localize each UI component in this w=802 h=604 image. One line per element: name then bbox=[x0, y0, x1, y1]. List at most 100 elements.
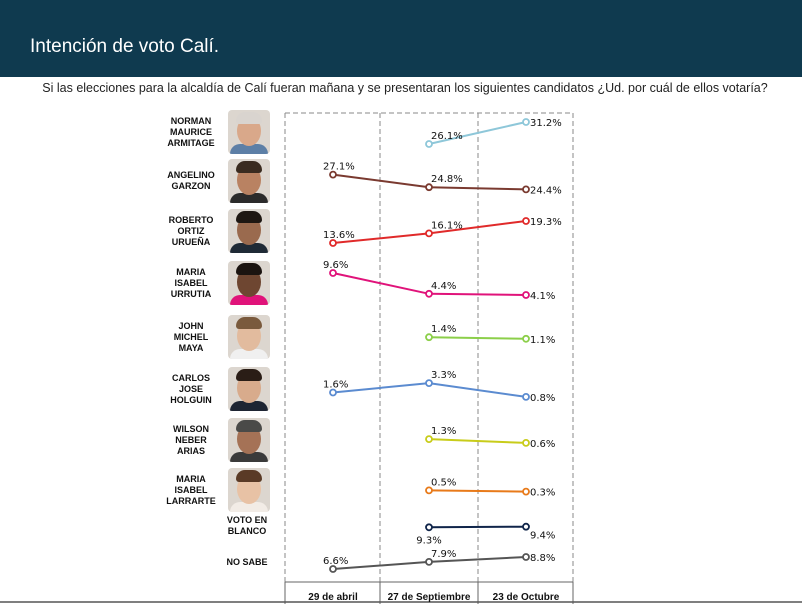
data-point-carlos-jose-holguin-0 bbox=[329, 388, 337, 397]
candidate-photo-roberto-ortiz-urue-a bbox=[228, 209, 270, 253]
photo-part bbox=[230, 295, 268, 305]
candidate-name-line: LARRARTE bbox=[166, 495, 216, 506]
data-label-roberto-ortiz-urue-a-0: 13.6% bbox=[323, 230, 355, 241]
data-point-roberto-ortiz-urue-a-0 bbox=[329, 239, 337, 247]
data-label-maria-isabel-larrarte-2: 0.3% bbox=[530, 488, 555, 499]
series-line-john-michel-maya bbox=[428, 336, 527, 340]
candidate-name-line: URUEÑA bbox=[171, 236, 211, 247]
data-point-angelino-garzon-1 bbox=[425, 183, 433, 192]
chart-frame bbox=[0, 112, 802, 604]
photo-part bbox=[230, 144, 268, 154]
data-point-no-sabe-0 bbox=[329, 565, 337, 573]
page-title: Intención de voto Calí. bbox=[30, 36, 220, 57]
data-point-voto-en-blanco-1 bbox=[425, 523, 433, 532]
series-john-michel-maya: 1.4% 1.1% bbox=[425, 324, 555, 346]
data-point-angelino-garzon-2 bbox=[522, 185, 530, 194]
data-point-maria-isabel-larrarte-2 bbox=[522, 487, 530, 496]
candidate-name-line: MARIA bbox=[176, 473, 206, 484]
photo-part bbox=[230, 349, 268, 359]
candidate-name-line: URRUTIA bbox=[170, 288, 212, 299]
series-lines: 26.1% 31.2% 27.1% 24.8% 24.4% 13.6% 16.1% 19.3%… bbox=[323, 118, 562, 573]
data-point-carlos-jose-holguin-2 bbox=[522, 392, 530, 401]
candidate-label-maria-isabel-urrutia: MARIA ISABEL URRUTIA bbox=[151, 267, 231, 300]
candidate-name-line: ARMITAGE bbox=[167, 137, 215, 148]
photo-part bbox=[230, 401, 268, 411]
header-bar: Intención de voto Calí. bbox=[0, 0, 802, 77]
photo-part bbox=[230, 243, 268, 253]
candidate-name-line: JOHN bbox=[178, 320, 204, 331]
candidate-photo-maria-isabel-urrutia bbox=[228, 261, 270, 305]
data-label-norman-maurice-armitage-1: 26.1% bbox=[431, 131, 463, 142]
data-label-angelino-garzon-2: 24.4% bbox=[530, 185, 562, 196]
candidate-name-line: GARZON bbox=[171, 181, 211, 191]
candidate-name-line: ISABEL bbox=[174, 277, 208, 288]
series-angelino-garzon: 27.1% 24.8% 24.4% bbox=[323, 162, 562, 197]
candidate-label-wilson-neber-arias: WILSON NEBER ARIAS bbox=[151, 424, 231, 457]
data-label-no-sabe-0: 6.6% bbox=[323, 556, 348, 567]
data-label-carlos-jose-holguin-2: 0.8% bbox=[530, 393, 555, 404]
candidate-photo-wilson-neber-arias bbox=[228, 418, 270, 462]
data-label-roberto-ortiz-urue-a-2: 19.3% bbox=[530, 217, 562, 228]
data-point-norman-maurice-armitage-2 bbox=[522, 118, 530, 126]
chart-subtitle: Si las elecciones para la alcaldía de Ca… bbox=[42, 81, 768, 95]
data-label-voto-en-blanco-1: 9.3% bbox=[416, 535, 441, 546]
candidate-name-line: HOLGUIN bbox=[170, 394, 212, 405]
series-wilson-neber-arias: 1.3% 0.6% bbox=[425, 426, 555, 450]
candidate-name-line: ARIAS bbox=[176, 445, 205, 456]
candidate-label-maria-isabel-larrarte: MARIA ISABEL LARRARTE bbox=[151, 474, 231, 507]
data-label-carlos-jose-holguin-1: 3.3% bbox=[431, 370, 456, 381]
data-label-john-michel-maya-2: 1.1% bbox=[530, 335, 555, 346]
candidate-photo-angelino-garzon bbox=[228, 159, 270, 203]
candidate-name-line: NORMAN bbox=[170, 115, 212, 126]
series-line-voto-en-blanco bbox=[428, 525, 527, 529]
series-carlos-jose-holguin: 1.6% 3.3% 0.8% bbox=[323, 370, 555, 404]
photo-part bbox=[230, 452, 268, 462]
series-roberto-ortiz-urue-a: 13.6% 16.1% 19.3% bbox=[323, 217, 562, 247]
data-label-maria-isabel-larrarte-1: 0.5% bbox=[431, 477, 456, 488]
series-no-sabe: 6.6% 7.9% 8.8% bbox=[323, 549, 555, 573]
photo-part bbox=[236, 420, 262, 432]
candidate-label-roberto-ortiz-urue-a: ROBERTO ORTIZ URUEÑA bbox=[151, 215, 231, 248]
candidate-name-line: JOSE bbox=[178, 383, 203, 394]
candidate-label-voto-en-blanco: VOTO EN BLANCO bbox=[207, 515, 287, 537]
candidate-photo-maria-isabel-larrarte bbox=[228, 468, 270, 512]
candidate-name-line: BLANCO bbox=[227, 526, 267, 536]
candidate-name-line: MICHEL bbox=[173, 331, 209, 342]
data-point-john-michel-maya-1 bbox=[425, 333, 433, 342]
candidate-name-line: MAYA bbox=[178, 342, 204, 353]
data-point-angelino-garzon-0 bbox=[329, 170, 337, 179]
candidate-label-carlos-jose-holguin: CARLOS JOSE HOLGUIN bbox=[151, 373, 231, 406]
candidate-name-line: ROBERTO bbox=[168, 214, 214, 225]
photo-part bbox=[236, 470, 262, 482]
data-point-maria-isabel-urrutia-1 bbox=[425, 289, 433, 298]
series-maria-isabel-urrutia: 9.6% 4.4% 4.1% bbox=[323, 260, 555, 302]
data-point-wilson-neber-arias-1 bbox=[425, 435, 433, 444]
data-point-no-sabe-2 bbox=[522, 553, 530, 561]
candidate-name-line: NEBER bbox=[175, 434, 207, 445]
candidate-label-norman-maurice-armitage: NORMAN MAURICE ARMITAGE bbox=[151, 116, 231, 149]
data-point-maria-isabel-larrarte-1 bbox=[425, 486, 433, 495]
data-point-norman-maurice-armitage-1 bbox=[425, 140, 433, 148]
photo-part bbox=[236, 263, 262, 275]
candidate-label-angelino-garzon: ANGELINO GARZON bbox=[151, 170, 231, 192]
photo-part bbox=[236, 161, 262, 173]
data-point-john-michel-maya-2 bbox=[522, 334, 530, 343]
candidate-name-line: MAURICE bbox=[170, 126, 212, 137]
x-tick-label-1: 27 de Septiembre bbox=[388, 592, 471, 603]
candidate-name-line: WILSON bbox=[173, 423, 209, 434]
data-label-no-sabe-2: 8.8% bbox=[530, 553, 555, 564]
candidate-name-line: CARLOS bbox=[172, 372, 210, 383]
data-label-carlos-jose-holguin-0: 1.6% bbox=[323, 379, 348, 390]
data-label-no-sabe-1: 7.9% bbox=[431, 549, 456, 560]
data-label-wilson-neber-arias-1: 1.3% bbox=[431, 426, 456, 437]
candidate-name-line: ORTIZ bbox=[177, 225, 205, 236]
photo-part bbox=[236, 112, 262, 124]
data-point-maria-isabel-urrutia-0 bbox=[329, 269, 337, 277]
data-point-no-sabe-1 bbox=[425, 558, 433, 566]
x-axis-labels: 29 de abril 27 de Septiembre 23 de Octubre bbox=[308, 592, 560, 603]
candidate-name-line: ISABEL bbox=[174, 484, 208, 495]
candidate-name-line: VOTO EN bbox=[226, 515, 268, 525]
data-label-roberto-ortiz-urue-a-1: 16.1% bbox=[431, 220, 463, 231]
photo-part bbox=[236, 211, 262, 223]
candidate-name-line: MARIA bbox=[176, 266, 206, 277]
